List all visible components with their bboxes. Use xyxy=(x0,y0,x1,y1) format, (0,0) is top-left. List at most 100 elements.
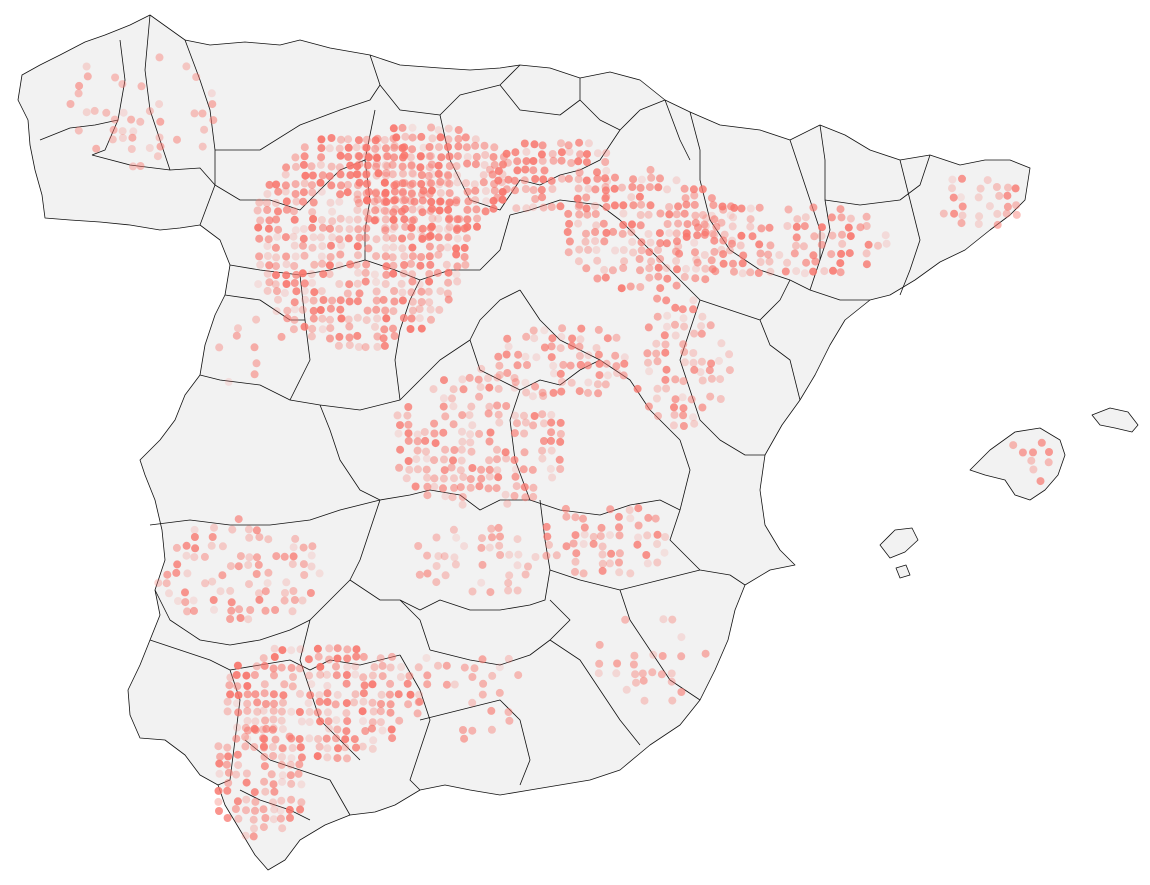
occurrence-dot xyxy=(433,268,442,277)
occurrence-dot xyxy=(461,133,470,142)
occurrence-dot xyxy=(674,219,683,228)
occurrence-dot xyxy=(626,514,635,523)
occurrence-dot xyxy=(395,463,404,472)
occurrence-dot xyxy=(611,246,620,255)
occurrence-dot xyxy=(443,170,452,179)
occurrence-dot xyxy=(281,187,290,196)
occurrence-dot xyxy=(654,263,663,272)
occurrence-dot xyxy=(495,688,504,697)
occurrence-dot xyxy=(258,725,267,734)
occurrence-dot xyxy=(287,646,296,655)
occurrence-dot xyxy=(566,361,575,370)
occurrence-dot xyxy=(251,717,260,726)
occurrence-dot xyxy=(445,198,454,207)
occurrence-dot xyxy=(538,193,547,202)
occurrence-dot xyxy=(574,257,583,266)
occurrence-dot xyxy=(594,325,603,334)
occurrence-dot xyxy=(392,180,401,189)
occurrence-dot xyxy=(436,287,445,296)
occurrence-dot xyxy=(1011,184,1020,193)
occurrence-dot xyxy=(571,531,580,540)
occurrence-dot xyxy=(580,523,589,532)
occurrence-dot xyxy=(389,243,398,252)
occurrence-dot xyxy=(398,162,407,171)
occurrence-dot xyxy=(679,377,688,386)
occurrence-dot xyxy=(264,224,273,233)
occurrence-dot xyxy=(283,314,292,323)
occurrence-dot xyxy=(308,188,317,197)
occurrence-dot xyxy=(696,368,705,377)
occurrence-dot xyxy=(286,760,295,769)
occurrence-dot xyxy=(364,244,373,253)
occurrence-dot xyxy=(301,295,309,304)
occurrence-dot xyxy=(322,734,331,743)
occurrence-dot xyxy=(595,371,604,380)
occurrence-dot xyxy=(252,526,261,535)
occurrence-dot xyxy=(381,243,390,252)
occurrence-dot xyxy=(331,700,340,709)
occurrence-dot xyxy=(92,144,101,153)
occurrence-dot xyxy=(418,234,427,243)
occurrence-dot xyxy=(260,689,269,698)
occurrence-dot xyxy=(792,241,800,250)
occurrence-dot xyxy=(183,569,192,578)
occurrence-dot xyxy=(644,210,653,219)
occurrence-dot xyxy=(326,198,335,207)
occurrence-dot xyxy=(529,157,538,165)
occurrence-dot xyxy=(251,797,260,806)
occurrence-dot xyxy=(827,213,836,222)
occurrence-dot xyxy=(652,339,661,348)
occurrence-dot xyxy=(958,202,967,211)
occurrence-dot xyxy=(335,280,344,288)
occurrence-dot xyxy=(729,213,738,222)
occurrence-dot xyxy=(532,353,541,362)
occurrence-dot xyxy=(156,117,165,126)
occurrence-dot xyxy=(444,135,453,144)
occurrence-dot xyxy=(364,187,373,196)
occurrence-dot xyxy=(730,203,739,212)
occurrence-dot xyxy=(299,543,308,552)
occurrence-dot xyxy=(672,176,681,185)
occurrence-dot xyxy=(291,226,300,235)
occurrence-dot xyxy=(465,373,474,382)
occurrence-dot xyxy=(444,278,453,287)
occurrence-dot xyxy=(251,806,259,815)
occurrence-dot xyxy=(601,380,610,389)
occurrence-dot xyxy=(862,260,871,269)
occurrence-dot xyxy=(521,185,530,193)
occurrence-dot xyxy=(192,73,201,81)
occurrence-dot xyxy=(406,690,415,699)
occurrence-dot xyxy=(274,225,283,234)
occurrence-dot xyxy=(251,690,260,699)
occurrence-dot xyxy=(600,237,609,246)
occurrence-dot xyxy=(626,569,635,578)
occurrence-dot xyxy=(592,246,601,254)
occurrence-dot xyxy=(408,252,417,261)
occurrence-dot xyxy=(658,652,667,660)
occurrence-dot xyxy=(404,429,413,438)
occurrence-dot xyxy=(619,246,628,254)
occurrence-dot xyxy=(345,322,354,331)
occurrence-dot xyxy=(435,305,444,314)
occurrence-dot xyxy=(1029,448,1037,457)
occurrence-dot xyxy=(253,206,262,215)
occurrence-dot xyxy=(514,550,523,559)
occurrence-dot xyxy=(691,211,700,220)
occurrence-dot xyxy=(390,287,399,295)
occurrence-dot xyxy=(707,374,716,383)
occurrence-dot xyxy=(190,533,199,541)
occurrence-dot xyxy=(476,383,485,392)
occurrence-dot xyxy=(461,260,470,269)
occurrence-dot xyxy=(226,615,235,623)
occurrence-dot xyxy=(419,143,428,152)
occurrence-dot xyxy=(646,165,655,174)
occurrence-dot xyxy=(335,144,344,153)
occurrence-dot xyxy=(381,188,390,197)
occurrence-dot xyxy=(400,143,409,152)
occurrence-dot xyxy=(388,225,397,234)
occurrence-dot xyxy=(427,222,436,231)
occurrence-dot xyxy=(545,540,553,549)
occurrence-dot xyxy=(478,690,487,699)
occurrence-dot xyxy=(838,230,846,239)
occurrence-dot xyxy=(441,445,450,454)
